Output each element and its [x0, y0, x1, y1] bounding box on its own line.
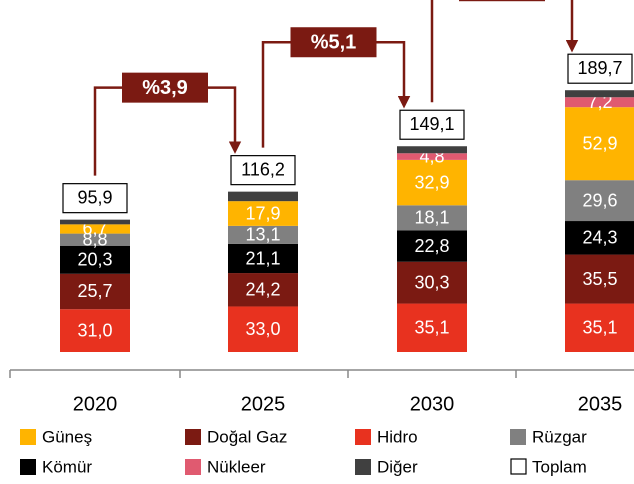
bar-segment — [228, 191, 298, 202]
bar-segment — [565, 303, 634, 352]
bar-segment — [565, 107, 634, 181]
bar-segment — [228, 306, 298, 352]
bar-segment — [397, 230, 467, 262]
legend-swatch — [355, 429, 371, 445]
growth-label: %5,1 — [311, 32, 357, 54]
data-label: 18,1 — [414, 208, 449, 228]
legend-label: Kömür — [42, 457, 92, 476]
bar-segment — [60, 233, 130, 246]
total-box — [62, 183, 128, 214]
bar-segment — [565, 180, 634, 222]
x-tick-label: 2025 — [241, 393, 286, 415]
bar-segment — [397, 159, 467, 206]
bar-segment — [397, 146, 467, 154]
legend-label: Nükleer — [207, 457, 266, 476]
legend-label: Hidro — [377, 427, 418, 446]
data-label: 8,8 — [82, 229, 107, 249]
legend-swatch — [510, 429, 526, 445]
data-label: 30,3 — [414, 272, 449, 292]
legend-swatch — [185, 429, 201, 445]
data-label: 20,3 — [77, 249, 112, 269]
data-label: 22,8 — [414, 236, 449, 256]
legend-label: Rüzgar — [532, 427, 587, 446]
total-box — [399, 109, 465, 140]
total-label: 95,9 — [77, 187, 112, 207]
bar-segment — [60, 245, 130, 274]
x-tick-label: 2035 — [578, 393, 623, 415]
data-label: 17,9 — [245, 203, 280, 223]
growth-box — [459, 0, 545, 2]
data-label: 31,0 — [77, 320, 112, 340]
legend-swatch — [20, 429, 36, 445]
data-label: 35,1 — [582, 318, 617, 338]
data-label: 35,5 — [582, 269, 617, 289]
bar-segment — [60, 309, 130, 352]
growth-arrow — [261, 40, 411, 148]
data-label: 52,9 — [582, 133, 617, 153]
data-label: 33,0 — [245, 319, 280, 339]
data-label: 24,2 — [245, 280, 280, 300]
bar-segment — [397, 303, 467, 352]
total-label: 189,7 — [577, 58, 622, 78]
total-box — [567, 53, 633, 84]
bar-segment — [565, 221, 634, 255]
growth-arrow — [430, 0, 579, 103]
data-label: 32,9 — [414, 172, 449, 192]
bar-segment — [60, 219, 130, 225]
bar-segment — [228, 243, 298, 274]
legend-label: Güneş — [42, 427, 92, 446]
legend-swatch — [185, 459, 201, 475]
bar-segment — [60, 224, 130, 234]
data-label: 13,1 — [245, 225, 280, 245]
legend-label: Diğer — [377, 457, 418, 476]
growth-label: %3,9 — [142, 77, 188, 99]
data-label: 29,6 — [582, 190, 617, 210]
bar-segment — [60, 273, 130, 310]
total-box — [230, 155, 296, 186]
bar-segment — [565, 254, 634, 304]
total-label: 116,2 — [241, 159, 285, 179]
data-label: 24,3 — [582, 228, 617, 248]
data-label: 35,1 — [414, 318, 449, 338]
legend-label: Toplam — [532, 457, 587, 476]
x-tick-label: 2020 — [73, 393, 118, 415]
legend-label: Doğal Gaz — [207, 427, 287, 446]
growth-box — [290, 27, 377, 58]
legend-swatch — [510, 458, 527, 475]
legend-swatch — [355, 459, 371, 475]
data-label: 21,1 — [245, 248, 280, 268]
bar-segment — [228, 201, 298, 226]
x-tick-label: 2030 — [410, 393, 455, 415]
legend-swatch — [20, 459, 36, 475]
bar-segment — [565, 97, 634, 108]
bar-segment — [228, 225, 298, 244]
growth-box — [122, 72, 208, 103]
bar-segment — [228, 273, 298, 307]
data-label: 25,7 — [77, 281, 112, 301]
bar-segment — [565, 90, 634, 98]
bar-segment — [397, 153, 467, 160]
bar-segment — [397, 261, 467, 304]
bar-segment — [397, 205, 467, 231]
total-label: 149,1 — [409, 114, 454, 134]
